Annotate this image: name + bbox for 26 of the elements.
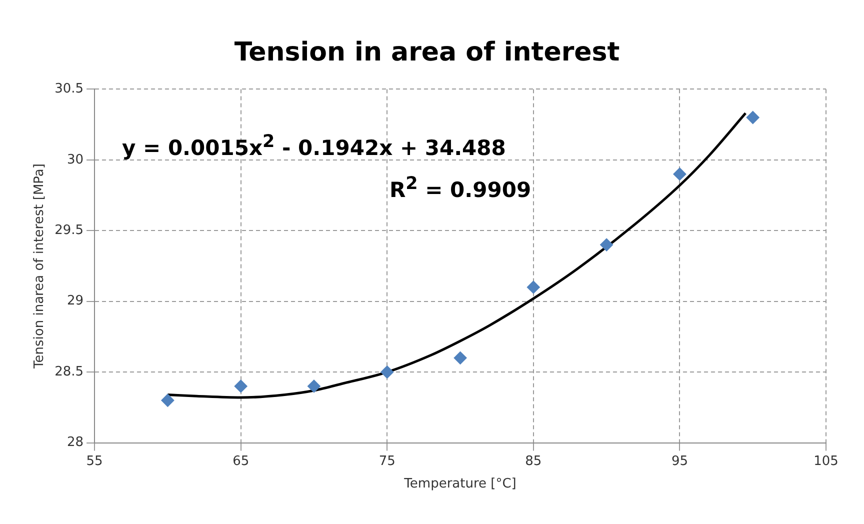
- y-tick-label: 30.5: [54, 82, 84, 97]
- annotation: R$^{2}$ = 0.9909: [389, 174, 532, 202]
- point: [307, 380, 320, 393]
- x-tick-label: 85: [525, 454, 542, 469]
- x-axis-title: Temperature [°C]: [403, 476, 516, 492]
- point: [673, 168, 686, 181]
- chart-title: Tension in area of interest: [234, 37, 620, 68]
- x-tick-label: 75: [378, 454, 396, 469]
- y-tick-label: 29: [67, 294, 84, 309]
- y-tick-label: 28.5: [54, 364, 84, 380]
- point: [161, 394, 174, 407]
- x-tick-label: 65: [232, 454, 250, 469]
- point: [454, 351, 467, 364]
- x-tick-label: 105: [814, 454, 838, 469]
- point: [380, 366, 394, 379]
- x-tick-label: 55: [86, 454, 103, 469]
- y-tick-label: 28: [67, 435, 84, 450]
- y-tick-label: 30: [67, 152, 84, 168]
- point: [746, 110, 760, 124]
- point: [234, 380, 248, 393]
- point: [600, 238, 614, 252]
- y-tick-label: 29.5: [54, 223, 84, 238]
- annotation: y = 0.0015x$^{2}$ - 0.1942x + 34.488: [122, 132, 506, 160]
- x-tick-label: 95: [671, 454, 688, 469]
- point: [526, 280, 540, 294]
- y-axis-title: Tension inarea of interest [MPa]: [32, 164, 48, 370]
